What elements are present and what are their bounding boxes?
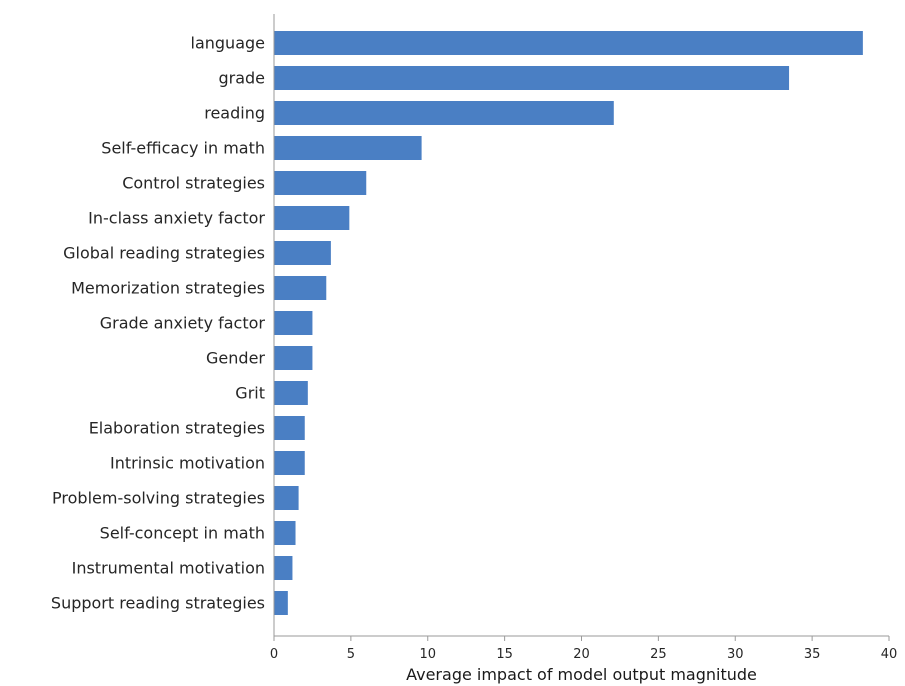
- bar: [274, 66, 790, 90]
- category-label: Instrumental motivation: [72, 559, 265, 578]
- bar: [274, 556, 293, 580]
- x-tick-label: 20: [573, 647, 590, 662]
- bar: [274, 521, 296, 545]
- category-label: Problem-solving strategies: [52, 489, 265, 508]
- bar: [274, 241, 331, 265]
- bar: [274, 206, 350, 230]
- x-tick-label: 35: [804, 647, 821, 662]
- bar: [274, 171, 367, 195]
- x-tick-label: 30: [727, 647, 744, 662]
- category-label: Self-concept in math: [100, 524, 265, 543]
- bar: [274, 416, 305, 440]
- category-label: Self-efficacy in math: [101, 139, 265, 158]
- x-axis: 0 5 10 15 20 25 30 35 40: [270, 635, 898, 662]
- category-label: reading: [204, 104, 265, 123]
- bar: [274, 31, 863, 55]
- category-labels-group: language grade reading Self-efficacy in mat…: [51, 34, 266, 613]
- x-tick-label: 10: [419, 647, 436, 662]
- bar: [274, 451, 305, 475]
- x-axis-title: Average impact of model output magnitude: [406, 665, 757, 684]
- bar: [274, 136, 422, 160]
- category-label: language: [191, 34, 266, 53]
- category-label: Global reading strategies: [63, 244, 265, 263]
- category-label: Grade anxiety factor: [100, 314, 266, 333]
- category-label: In-class anxiety factor: [88, 209, 265, 228]
- x-tick-label: 40: [881, 647, 898, 662]
- category-label: Gender: [206, 349, 265, 368]
- x-tick-label: 15: [496, 647, 513, 662]
- category-label: Support reading strategies: [51, 594, 265, 613]
- bar: [274, 381, 308, 405]
- bar: [274, 591, 288, 615]
- category-label: Control strategies: [122, 174, 265, 193]
- bar: [274, 101, 614, 125]
- category-label: Elaboration strategies: [89, 419, 265, 438]
- x-tick-label: 5: [347, 647, 355, 662]
- bars-group: [274, 31, 863, 615]
- category-label: Intrinsic motivation: [110, 454, 265, 473]
- x-tick-label: 25: [650, 647, 667, 662]
- x-tick-label: 0: [270, 647, 278, 662]
- bar: [274, 276, 327, 300]
- bar: [274, 346, 313, 370]
- category-label: grade: [218, 69, 265, 88]
- bar: [274, 486, 299, 510]
- category-label: Memorization strategies: [71, 279, 265, 298]
- bar: [274, 311, 313, 335]
- category-label: Grit: [235, 384, 265, 403]
